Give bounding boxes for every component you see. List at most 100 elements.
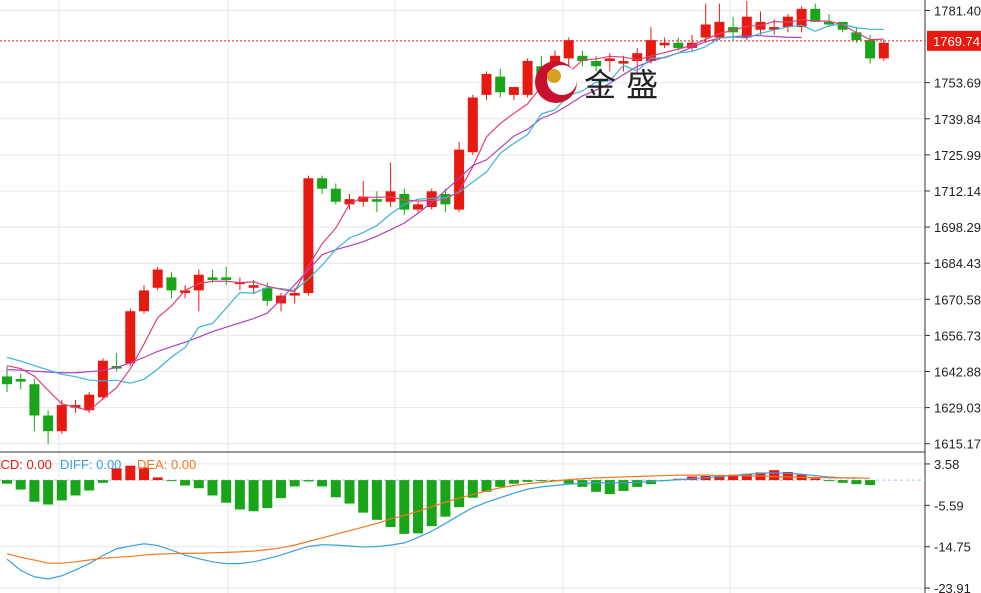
candle-24 [330, 183, 341, 205]
candle-42 [577, 50, 588, 67]
watermark-text: 金 盛 [584, 66, 658, 104]
candle-35 [481, 71, 492, 101]
macd-bar [139, 467, 149, 481]
candle-26 [358, 180, 369, 207]
candle-36 [495, 68, 506, 98]
macd-bar [303, 480, 314, 482]
candle-16 [221, 266, 232, 286]
candle-25 [344, 193, 355, 210]
candle-body [248, 285, 259, 288]
macd-bar [97, 480, 108, 483]
candle-6 [84, 392, 95, 413]
macd-bar [495, 480, 506, 487]
dea-line [6, 474, 871, 564]
ma10-line [6, 23, 884, 384]
candle-7 [97, 358, 108, 400]
candle-body [454, 149, 465, 210]
candle-27 [371, 191, 382, 213]
candle-body [70, 405, 81, 408]
macd-bar [330, 480, 341, 498]
candle-body [508, 87, 519, 95]
macd-bar [508, 480, 519, 484]
macd-tick-label: -5.59 [934, 498, 964, 513]
macd-bar [262, 480, 273, 509]
macd-bar [70, 480, 81, 496]
macd-bar [385, 480, 396, 528]
candle-body [413, 204, 423, 210]
y-tick-label: 1712.14 [934, 184, 981, 199]
macd-bar [851, 480, 862, 485]
candle-body [604, 58, 615, 61]
candle-22 [303, 175, 314, 296]
candle-body [632, 53, 643, 61]
candle-3 [43, 410, 54, 445]
ma5-line [6, 19, 884, 412]
candle-body [344, 199, 355, 205]
macd-bar [782, 471, 793, 481]
current-price-marker: 1769.74 [0, 30, 981, 51]
y-tick-label: 1629.03 [934, 401, 981, 416]
candle-38 [522, 58, 533, 98]
y-tick-label: 1684.43 [934, 256, 981, 271]
candle-4 [56, 399, 67, 434]
candle-body [878, 42, 889, 59]
y-tick-label: 1615.17 [934, 437, 981, 452]
candle-17 [234, 277, 245, 291]
candle-46 [632, 47, 643, 75]
y-tick-label: 1670.58 [934, 292, 981, 307]
current-price-label: 1769.74 [933, 34, 980, 49]
candle-body [330, 188, 341, 202]
macd-bar [440, 480, 451, 517]
macd-bar [714, 475, 725, 481]
macd-tick-label: -14.75 [934, 540, 971, 555]
macd-bar [563, 480, 574, 484]
candle-10 [139, 285, 149, 314]
macd-bar [15, 480, 26, 490]
macd-bar [2, 480, 12, 484]
price-axis-ticks: 1781.40 1753.69 1739.84 1725.99 1712.14 1698.… [925, 3, 981, 593]
candle-29 [399, 188, 410, 215]
candle-body [303, 178, 314, 293]
candle-body [865, 40, 876, 59]
candle-body [289, 292, 300, 296]
candle-body [563, 40, 574, 59]
candle-body [166, 277, 177, 291]
candle-body [714, 21, 725, 38]
macd-bar [810, 478, 821, 481]
candle-body [824, 21, 834, 25]
candle-45 [618, 55, 629, 72]
macd-bar [426, 480, 437, 527]
candle-body [796, 8, 807, 28]
macd-bar [536, 480, 547, 482]
candle-body [371, 199, 382, 202]
candle-61 [837, 21, 848, 33]
candle-body [193, 274, 204, 291]
macd-bar [248, 480, 259, 512]
y-tick-label: 1698.29 [934, 220, 981, 235]
candle-body [837, 21, 848, 30]
candle-body [221, 277, 232, 280]
candle-51 [700, 3, 711, 43]
candle-body [495, 76, 506, 93]
candle-body [15, 379, 26, 382]
macd-bar [29, 480, 40, 502]
macd-bar [591, 480, 602, 492]
candle-body [522, 60, 533, 95]
candle-11 [152, 266, 163, 291]
candle-2 [29, 379, 40, 432]
candle-body [56, 405, 67, 432]
macd-bar [84, 480, 95, 491]
candle-62 [851, 27, 862, 43]
macd-bar [371, 480, 382, 520]
candle-5 [70, 399, 81, 413]
candle-body [426, 191, 437, 207]
macd-bar [152, 477, 163, 481]
y-tick-label: 1739.84 [934, 112, 981, 127]
candle-body [673, 42, 684, 48]
candle-0 [2, 365, 12, 393]
diff-value-label: DIFF: 0.00 [60, 457, 121, 472]
macd-bar [358, 480, 369, 513]
macd-bar [234, 480, 245, 510]
candle-body [645, 40, 656, 61]
